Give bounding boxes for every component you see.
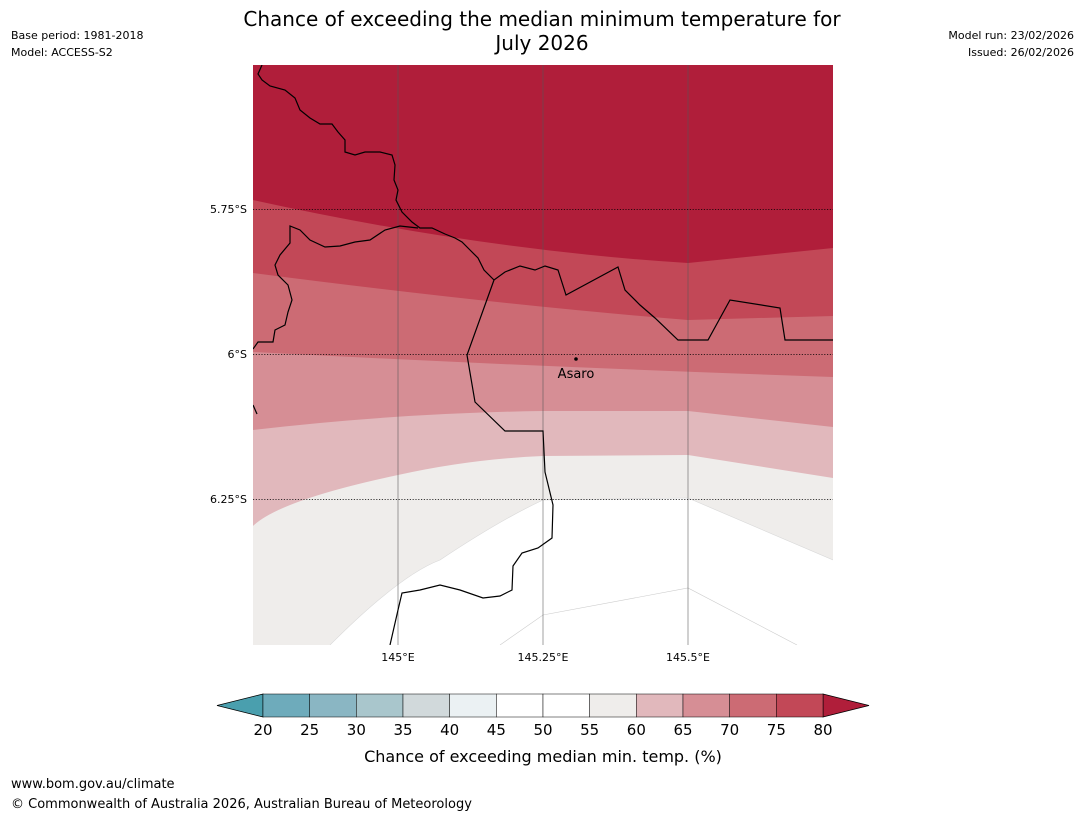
- colorbar-segment-55-60: [589, 693, 637, 718]
- colorbar-tick-70: 70: [720, 721, 739, 739]
- colorbar-tick-20: 20: [253, 721, 272, 739]
- colorbar-segment-30-35: [356, 693, 404, 718]
- colorbar-segment-65-70: [682, 693, 730, 718]
- issued-date: Issued: 26/02/2026: [967, 46, 1074, 59]
- province-boundary: [257, 65, 833, 341]
- colorbar-ticks: 20 25 30 35 40 45 50 55 60 65 70 75 80: [253, 721, 832, 739]
- asaro-label: Asaro: [558, 367, 595, 382]
- lat-label-5-75: 5.75°S: [210, 203, 247, 216]
- colorbar-extend-high: [822, 693, 870, 718]
- footer-url[interactable]: www.bom.gov.au/climate: [11, 777, 175, 792]
- colorbar: [216, 693, 870, 718]
- colorbar-tick-40: 40: [440, 721, 459, 739]
- colorbar-tick-65: 65: [673, 721, 692, 739]
- map-panel: Asaro: [253, 65, 833, 645]
- colorbar-tick-80: 80: [813, 721, 832, 739]
- colorbar-segment-35-40: [402, 693, 450, 718]
- colorbar-segment-20-25: [262, 693, 310, 718]
- colorbar-segment-75-80: [776, 693, 824, 718]
- colorbar-tick-25: 25: [300, 721, 319, 739]
- colorbar-segment-70-75: [729, 693, 777, 718]
- colorbar-extend-low: [216, 693, 264, 718]
- colorbar-tick-30: 30: [347, 721, 366, 739]
- map-title-line2: July 2026: [495, 31, 589, 55]
- meta-left: Base period: 1981-2018 Model: ACCESS-S2: [11, 27, 143, 61]
- colorbar-segment-60-65: [636, 693, 684, 718]
- map-title-line1: Chance of exceeding the median minimum t…: [243, 7, 841, 31]
- colorbar-tick-75: 75: [767, 721, 786, 739]
- colorbar-tick-50: 50: [533, 721, 552, 739]
- colorbar-tick-35: 35: [393, 721, 412, 739]
- province-boundary: [253, 225, 419, 350]
- colorbar-tick-45: 45: [487, 721, 506, 739]
- band-50-55: [330, 498, 833, 645]
- colorbar-label: Chance of exceeding median min. temp. (%…: [364, 747, 722, 766]
- footer-copyright: © Commonwealth of Australia 2026, Austra…: [11, 797, 472, 812]
- province-boundary: [253, 404, 258, 415]
- lon-label-145-5: 145.5°E: [666, 651, 710, 664]
- colorbar-segment-50-55: [542, 693, 590, 718]
- colorbar-tick-60: 60: [627, 721, 646, 739]
- colorbar-segment-25-30: [309, 693, 357, 718]
- province-boundary: [389, 279, 554, 645]
- lat-label-6-25: 6.25°S: [210, 493, 247, 506]
- asaro-marker: [574, 357, 578, 361]
- colorbar-segment-45-50: [496, 693, 544, 718]
- contour-line: [329, 497, 833, 645]
- model-name: Model: ACCESS-S2: [11, 46, 113, 59]
- lon-labels: 145°E 145.25°E 145.5°E: [381, 651, 710, 664]
- footer: www.bom.gov.au/climate © Commonwealth of…: [11, 775, 472, 815]
- lon-label-145-25: 145.25°E: [518, 651, 569, 664]
- meta-right: Model run: 23/02/2026 Issued: 26/02/2026: [948, 27, 1074, 61]
- lat-labels: 5.75°S 6°S 6.25°S: [210, 203, 247, 506]
- model-run: Model run: 23/02/2026: [948, 29, 1074, 42]
- lon-label-145: 145°E: [381, 651, 414, 664]
- lat-label-6: 6°S: [228, 348, 247, 361]
- colorbar-tick-55: 55: [580, 721, 599, 739]
- map-title: Chance of exceeding the median minimum t…: [192, 7, 892, 55]
- base-period: Base period: 1981-2018: [11, 29, 144, 42]
- contour-line: [499, 587, 798, 645]
- colorbar-segment-40-45: [449, 693, 497, 718]
